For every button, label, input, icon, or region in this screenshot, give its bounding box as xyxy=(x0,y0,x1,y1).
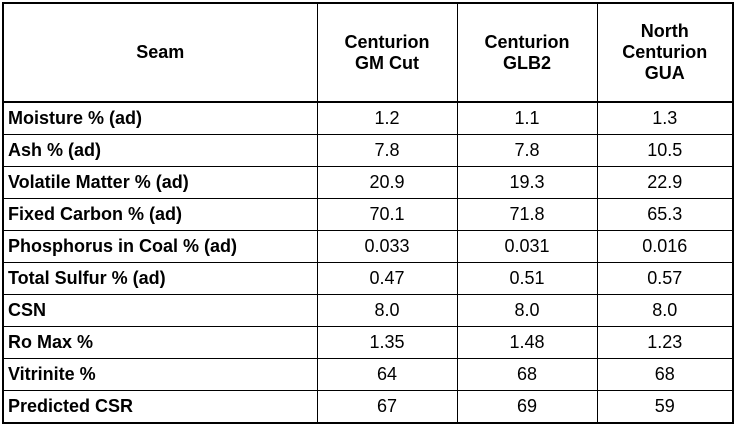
row-label: Predicted CSR xyxy=(2,390,318,424)
header-centurion-gm-cut: Centurion GM Cut xyxy=(316,2,458,103)
row-label: Moisture % (ad) xyxy=(2,101,318,135)
row-label: Ro Max % xyxy=(2,326,318,359)
cell-value: 0.57 xyxy=(596,262,734,295)
cell-value: 10.5 xyxy=(596,134,734,167)
cell-value: 22.9 xyxy=(596,166,734,199)
table-row-vitrinite: Vitrinite % 64 68 68 xyxy=(2,358,734,391)
cell-value: 1.23 xyxy=(596,326,734,359)
cell-value: 0.031 xyxy=(456,230,598,263)
cell-value: 8.0 xyxy=(456,294,598,327)
row-label: Total Sulfur % (ad) xyxy=(2,262,318,295)
header-col1-line2: GM Cut xyxy=(355,52,419,73)
cell-value: 69 xyxy=(456,390,598,424)
header-seam: Seam xyxy=(2,2,318,103)
cell-value: 1.35 xyxy=(316,326,458,359)
row-label: Volatile Matter % (ad) xyxy=(2,166,318,199)
header-col3-line1: North xyxy=(640,21,689,41)
header-col2-line2: GLB2 xyxy=(502,52,551,73)
row-label: CSN xyxy=(2,294,318,327)
cell-value: 0.47 xyxy=(316,262,458,295)
cell-value: 1.1 xyxy=(456,101,598,135)
cell-value: 1.3 xyxy=(596,101,734,135)
cell-value: 7.8 xyxy=(456,134,598,167)
table-row-csn: CSN 8.0 8.0 8.0 xyxy=(2,294,734,327)
cell-value: 64 xyxy=(316,358,458,391)
header-col1-line1: Centurion xyxy=(344,31,430,52)
table-row-moisture: Moisture % (ad) 1.2 1.1 1.3 xyxy=(2,101,734,135)
header-col3-line3: GUA xyxy=(644,63,685,83)
header-row: Seam Centurion GM Cut Centurion GLB2 Nor… xyxy=(2,2,734,103)
table-row-volatile-matter: Volatile Matter % (ad) 20.9 19.3 22.9 xyxy=(2,166,734,199)
cell-value: 8.0 xyxy=(316,294,458,327)
table-row-ro-max: Ro Max % 1.35 1.48 1.23 xyxy=(2,326,734,359)
header-col3-line2: Centurion xyxy=(622,42,708,62)
header-north-centurion-gua: North Centurion GUA xyxy=(596,2,734,103)
table-row-phosphorus: Phosphorus in Coal % (ad) 0.033 0.031 0.… xyxy=(2,230,734,263)
cell-value: 8.0 xyxy=(596,294,734,327)
cell-value: 0.016 xyxy=(596,230,734,263)
cell-value: 7.8 xyxy=(316,134,458,167)
header-centurion-glb2: Centurion GLB2 xyxy=(456,2,598,103)
cell-value: 71.8 xyxy=(456,198,598,231)
cell-value: 65.3 xyxy=(596,198,734,231)
table-row-total-sulfur: Total Sulfur % (ad) 0.47 0.51 0.57 xyxy=(2,262,734,295)
cell-value: 68 xyxy=(596,358,734,391)
table-row-predicted-csr: Predicted CSR 67 69 59 xyxy=(2,390,734,424)
cell-value: 68 xyxy=(456,358,598,391)
cell-value: 19.3 xyxy=(456,166,598,199)
row-label: Phosphorus in Coal % (ad) xyxy=(2,230,318,263)
cell-value: 20.9 xyxy=(316,166,458,199)
cell-value: 0.51 xyxy=(456,262,598,295)
cell-value: 1.48 xyxy=(456,326,598,359)
row-label: Vitrinite % xyxy=(2,358,318,391)
table-row-fixed-carbon: Fixed Carbon % (ad) 70.1 71.8 65.3 xyxy=(2,198,734,231)
row-label: Fixed Carbon % (ad) xyxy=(2,198,318,231)
row-label: Ash % (ad) xyxy=(2,134,318,167)
cell-value: 67 xyxy=(316,390,458,424)
cell-value: 1.2 xyxy=(316,101,458,135)
table-row-ash: Ash % (ad) 7.8 7.8 10.5 xyxy=(2,134,734,167)
header-col2-line1: Centurion xyxy=(484,31,570,52)
cell-value: 0.033 xyxy=(316,230,458,263)
cell-value: 59 xyxy=(596,390,734,424)
cell-value: 70.1 xyxy=(316,198,458,231)
